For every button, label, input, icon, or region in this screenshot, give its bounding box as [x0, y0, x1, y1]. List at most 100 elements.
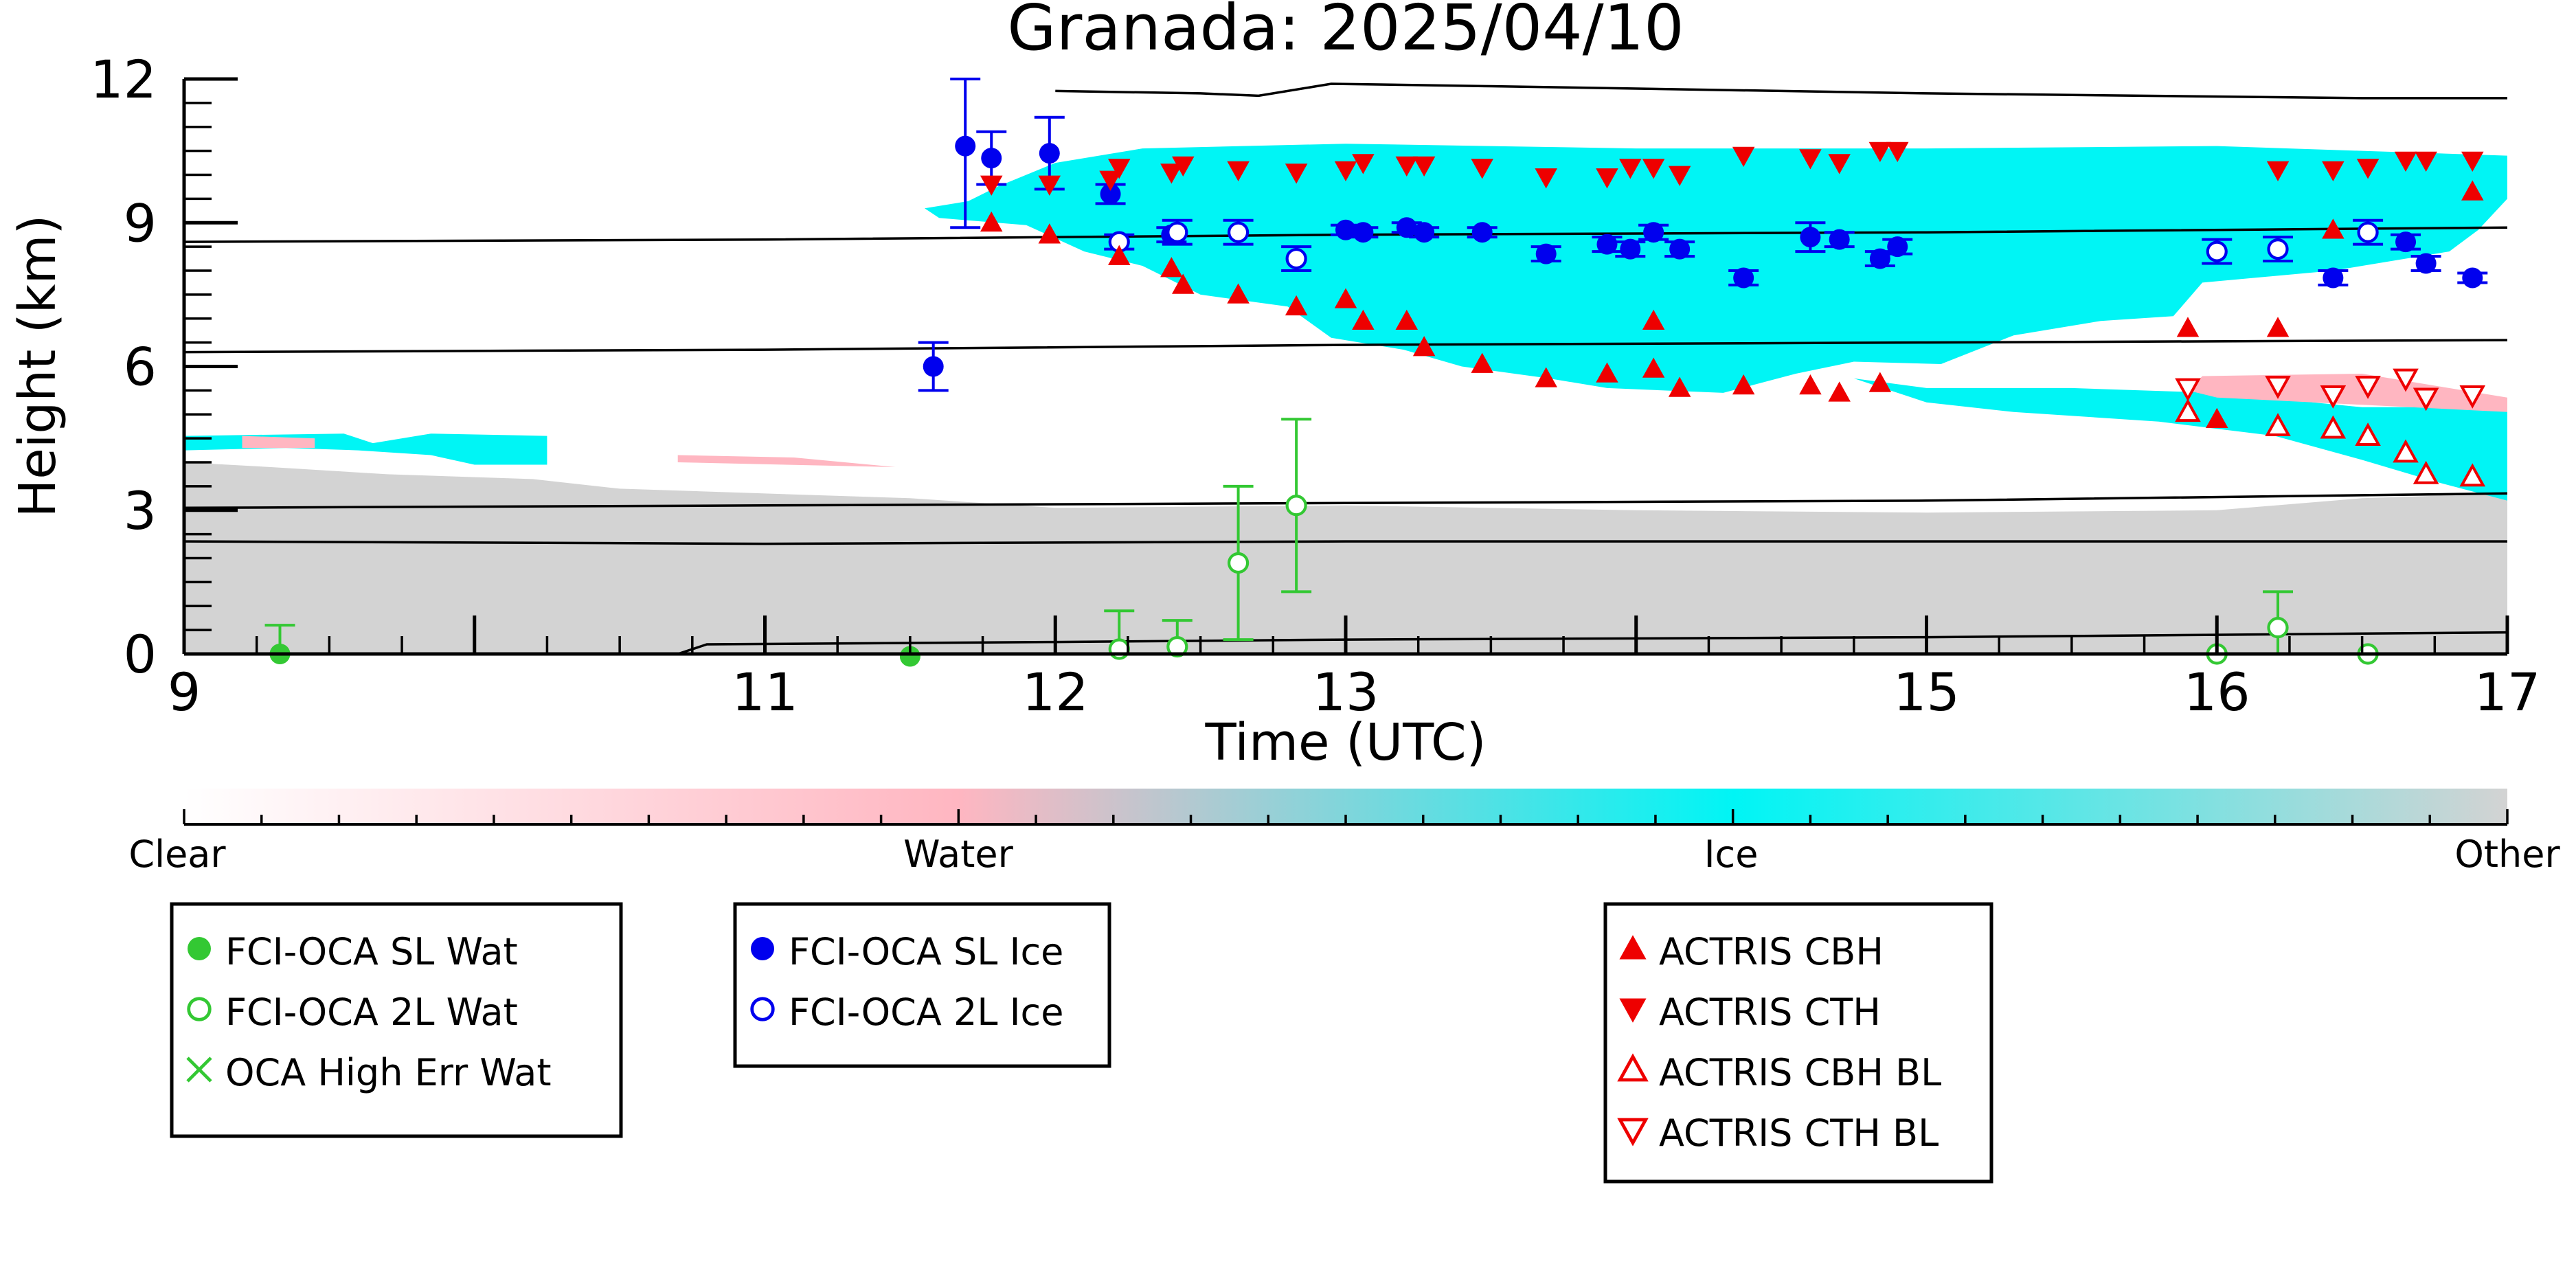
legend-marker-fci-oca-sl-wat — [188, 937, 211, 960]
actris-cth-point-1 — [1038, 175, 1061, 196]
actris-cth-point-3 — [1108, 159, 1131, 179]
fci-oca-sl-ice-point-24 — [2462, 267, 2483, 289]
legend-marker-fci-oca-2l-wat — [187, 997, 212, 1021]
fci-oca-sl-ice-point-15 — [1669, 238, 1691, 260]
colorbar-label-other: Other — [2454, 833, 2560, 876]
x-tick-label-13: 13 — [1313, 662, 1379, 723]
cloud-class-regions — [184, 144, 2507, 654]
y-ticks: 0 3 6 9 12 — [90, 49, 238, 685]
legend-frame — [1603, 902, 1993, 1184]
fci-oca-sl-ice-point-1 — [955, 135, 976, 157]
actris-cth-point-8 — [1334, 161, 1357, 181]
fci-oca-2l-ice-point-3 — [1285, 247, 1307, 270]
actris-cbh-point-3 — [1160, 257, 1183, 278]
actris-cth-point-16 — [1642, 159, 1665, 179]
fci-oca-sl-ice-point-16 — [1733, 267, 1754, 289]
legend-marker-actris-cbh-bl — [1617, 1053, 1649, 1082]
actris-cth-point-19 — [1799, 149, 1822, 170]
actris-cbh-point-7 — [1334, 288, 1357, 308]
actris-cbh-point-9 — [1395, 309, 1419, 330]
actris-cth-point-20 — [1828, 154, 1851, 174]
fci-oca-sl-ice-point-12 — [1596, 234, 1618, 255]
actris-cth-point-2 — [1099, 170, 1122, 191]
fci-oca-sl-ice-point-10 — [1471, 222, 1493, 243]
fci-oca-sl-ice-point-23 — [2415, 253, 2437, 274]
actris-cth-point-22 — [1886, 142, 1909, 163]
legend-marker-actris-cth — [1619, 998, 1647, 1023]
reference-line-2 — [184, 492, 2507, 510]
actris-cbh-bl-point-0 — [2175, 398, 2201, 422]
fci-oca-2l-ice-point-4 — [2206, 240, 2228, 262]
legend-label-fci-oca-sl-wat: FCI-OCA SL Wat — [225, 930, 518, 973]
actris-cth-point-23 — [2266, 161, 2290, 181]
y-tick-label-9: 9 — [124, 192, 157, 253]
actris-cbh-point-17 — [1732, 374, 1755, 395]
actris-cbh-point-5 — [1227, 283, 1250, 304]
actris-cbh-point-6 — [1285, 295, 1308, 316]
region-ice-2 — [1853, 378, 2507, 501]
actris-cth-bl-point-2 — [2320, 385, 2347, 409]
reference-line-1 — [184, 339, 2507, 354]
actris-cth-bl-point-6 — [2459, 385, 2486, 409]
legend-label-actris-cth-bl: ACTRIS CTH BL — [1659, 1111, 1939, 1155]
actris-cth-point-11 — [1412, 156, 1436, 177]
legend-label-fci-oca-2l-wat: FCI-OCA 2L Wat — [225, 991, 518, 1034]
fci-oca-sl-ice-point-22 — [2395, 231, 2417, 253]
fci-oca-2l-ice-point-2 — [1227, 221, 1250, 243]
colorbar: Clear Water Ice Other — [128, 789, 2560, 876]
x-ticks: 9 11 12 13 15 16 17 — [168, 615, 2541, 723]
actris-cth-point-7 — [1285, 163, 1308, 184]
legend-label-fci-oca-sl-ice: FCI-OCA SL Ice — [789, 930, 1063, 973]
fci-oca-sl-ice-point-2 — [981, 148, 1002, 169]
fci-oca-2l-wat-point-1 — [1166, 635, 1188, 658]
actris-cth-bl-point-0 — [2175, 378, 2201, 402]
legend-marker-actris-cbh — [1619, 935, 1647, 960]
legend-marker-fci-oca-sl-ice — [751, 937, 774, 960]
x-tick-label-17: 17 — [2474, 662, 2541, 723]
fci-oca-sl-ice-point-8 — [1396, 217, 1417, 238]
actris-cbh-point-21 — [2176, 317, 2200, 337]
actris-cth-bl-point-5 — [2413, 387, 2439, 411]
fci-oca-2l-wat-point-5 — [2267, 617, 2289, 639]
actris-cth-point-12 — [1471, 159, 1493, 179]
actris-cth-bl-point-4 — [2393, 368, 2419, 392]
legend-frame — [170, 902, 623, 1138]
y-axis-label: Height (km) — [8, 215, 67, 518]
actris-cbh-bl-point-3 — [2355, 422, 2381, 446]
fci-oca-sl-wat-point-1 — [899, 646, 920, 667]
y-tick-label-6: 6 — [124, 337, 157, 398]
actris-cth-point-6 — [1227, 161, 1250, 181]
fci-oca-sl-ice-point-21 — [2323, 267, 2344, 289]
actris-cth-point-0 — [980, 175, 1003, 196]
actris-cth-point-17 — [1668, 166, 1691, 186]
fci-oca-sl-ice-point-19 — [1869, 248, 1890, 269]
actris-cth-point-25 — [2356, 159, 2380, 179]
y-tick-label-12: 12 — [90, 49, 157, 110]
reference-line-5 — [1055, 82, 2507, 100]
actris-cth-point-28 — [2461, 151, 2484, 172]
actris-cbh-point-25 — [2461, 180, 2484, 201]
fci-oca-sl-ice-point-17 — [1800, 227, 1821, 248]
actris-cth-point-14 — [1596, 168, 1618, 189]
y-tick-label-3: 3 — [124, 480, 157, 541]
actris-cbh-bl-point-2 — [2320, 415, 2347, 439]
colorbar-label-clear: Clear — [128, 833, 226, 876]
actris-cth-point-10 — [1395, 156, 1419, 177]
actris-cth-point-24 — [2322, 161, 2345, 181]
fci-oca-2l-ice-point-6 — [2357, 221, 2379, 243]
actris-cbh-bl-point-4 — [2393, 439, 2419, 463]
colorbar-ticks — [183, 809, 2509, 824]
actris-cth-point-27 — [2415, 151, 2437, 172]
legend-label-fci-oca-2l-ice: FCI-OCA 2L Ice — [789, 991, 1063, 1034]
legend-box-2: ACTRIS CBH ACTRIS CTH ACTRIS CBH BL ACTRIS … — [1603, 902, 1993, 1184]
actris-cth-point-5 — [1172, 156, 1195, 177]
actris-cbh-point-13 — [1596, 362, 1618, 383]
legends: FCI-OCA SL Wat FCI-OCA 2L Wat OCA High Err… — [170, 902, 1993, 1184]
actris-cbh-point-12 — [1535, 367, 1557, 387]
actris-cth-point-9 — [1352, 154, 1375, 174]
legend-label-actris-cbh: ACTRIS CBH — [1659, 930, 1884, 973]
x-axis-label: Time (UTC) — [1204, 713, 1486, 772]
legend-label-actris-cbh-bl: ACTRIS CBH BL — [1659, 1051, 1941, 1094]
legend-marker-oca-high-err-wat-stroke-b — [186, 1057, 212, 1083]
actris-cbh-point-8 — [1352, 309, 1375, 330]
